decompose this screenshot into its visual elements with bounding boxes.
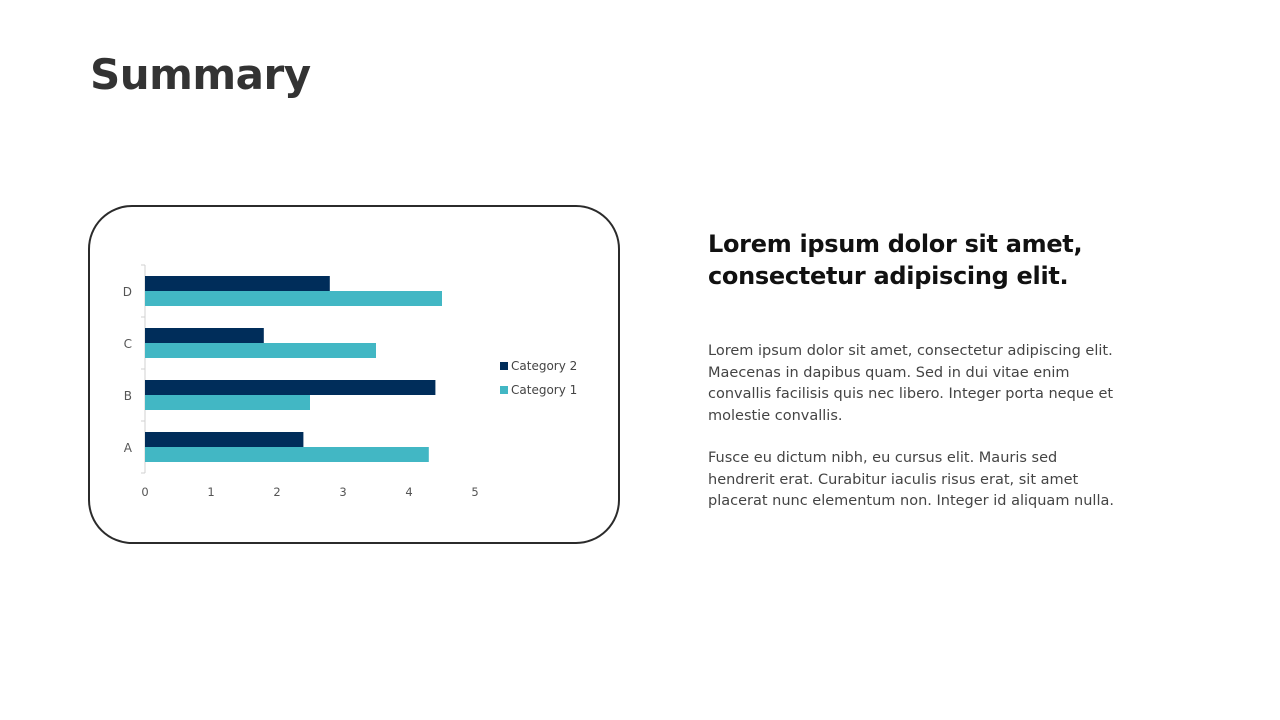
chart-card (88, 205, 620, 544)
category-label: C (124, 337, 132, 351)
bar-category-2 (145, 380, 436, 395)
category-label: B (124, 389, 132, 403)
legend-label: Category 1 (511, 383, 577, 397)
x-tick-label: 3 (339, 485, 346, 499)
x-tick-label: 1 (207, 485, 214, 499)
legend-swatch (500, 362, 508, 370)
category-label: A (124, 441, 133, 455)
legend-swatch (500, 386, 508, 394)
bar-category-2 (145, 432, 304, 447)
legend-label: Category 2 (511, 359, 577, 373)
slide-title: Summary (90, 50, 311, 99)
bar-category-2 (145, 276, 330, 291)
x-tick-label: 0 (141, 485, 148, 499)
paragraph: Lorem ipsum dolor sit amet, consectetur … (708, 343, 1114, 424)
body-text: Lorem ipsum dolor sit amet, consectetur … (708, 341, 1128, 534)
x-tick-label: 4 (405, 485, 412, 499)
bar-category-1 (145, 395, 310, 410)
paragraph: Fusce eu dictum nibh, eu cursus elit. Ma… (708, 450, 1114, 509)
x-tick-label: 2 (273, 485, 280, 499)
slide-heading: Lorem ipsum dolor sit amet, consectetur … (708, 230, 1083, 290)
category-label: D (123, 285, 132, 299)
bar-category-1 (145, 447, 429, 462)
bar-category-2 (145, 328, 264, 343)
bar-category-1 (145, 343, 376, 358)
bar-category-1 (145, 291, 442, 306)
x-tick-label: 5 (471, 485, 478, 499)
